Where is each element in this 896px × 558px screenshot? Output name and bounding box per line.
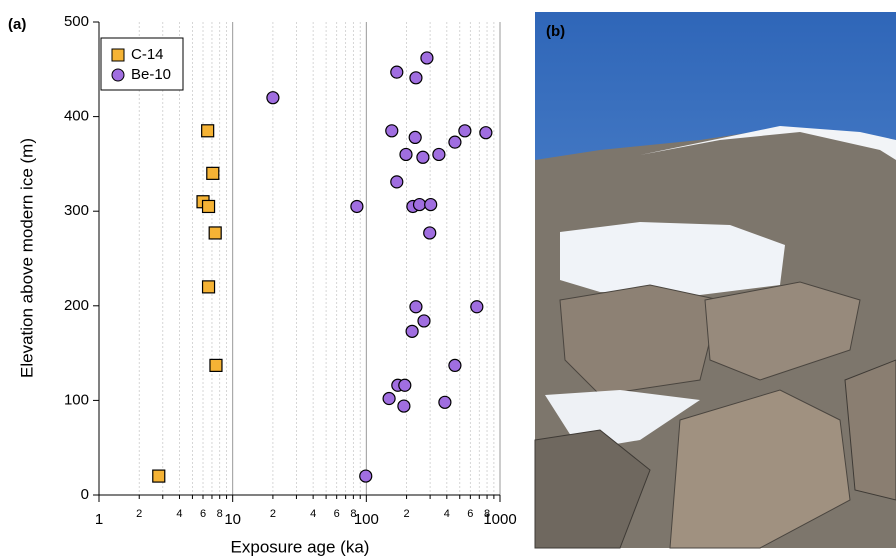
point: [409, 71, 423, 85]
point: [398, 378, 412, 392]
x-axis-label: Exposure age (ka): [231, 537, 370, 556]
x-tick-label: 2: [270, 508, 276, 520]
point: [448, 358, 462, 372]
y-tick-label: 200: [64, 297, 89, 314]
legend-swatch: [111, 68, 125, 82]
point: [390, 65, 404, 79]
point: [201, 199, 216, 214]
point: [420, 51, 434, 65]
legend-swatch: [111, 48, 125, 62]
y-tick-label: 100: [64, 391, 89, 408]
point: [152, 469, 166, 483]
point: [412, 197, 427, 212]
x-tick-label: 4: [176, 508, 182, 520]
y-tick-label: 500: [64, 13, 89, 30]
x-tick-label: 2: [404, 508, 410, 520]
photo-rock: [704, 281, 861, 381]
legend-label: C-14: [131, 46, 164, 63]
point: [438, 395, 452, 409]
x-tick-label: 1000: [483, 511, 516, 528]
y-tick-label: 0: [81, 486, 89, 503]
panel-label: (a): [8, 16, 26, 33]
point: [390, 175, 404, 189]
y-tick-label: 300: [64, 202, 89, 219]
point: [408, 130, 422, 145]
point: [201, 280, 216, 294]
point: [405, 324, 419, 338]
point: [479, 126, 493, 140]
point: [359, 469, 373, 483]
x-tick-label: 4: [310, 508, 316, 520]
y-tick-label: 400: [64, 108, 89, 125]
point: [201, 124, 215, 138]
x-tick-label: 10: [224, 511, 241, 528]
point: [397, 399, 411, 413]
x-tick-label: 6: [467, 508, 473, 520]
point: [416, 150, 430, 164]
x-tick-label: 8: [484, 508, 490, 520]
point: [350, 199, 364, 214]
legend-label: Be-10: [131, 66, 171, 83]
photo-snow: [640, 126, 896, 160]
point: [432, 147, 446, 162]
point: [206, 166, 220, 180]
x-tick-label: 8: [350, 508, 356, 520]
x-tick-label: 8: [217, 508, 223, 520]
photo-snow: [560, 222, 785, 295]
point: [208, 226, 222, 240]
point: [424, 197, 438, 212]
photo-rock: [559, 284, 721, 396]
legend-box: [100, 37, 184, 91]
x-tick-label: 6: [334, 508, 340, 520]
point: [266, 91, 280, 105]
point: [399, 147, 413, 162]
x-tick-label: 2: [136, 508, 142, 520]
point: [458, 124, 472, 138]
point: [382, 391, 396, 406]
photo-rock: [669, 389, 851, 549]
photo: (b): [534, 12, 896, 549]
panel-label: (b): [546, 23, 565, 40]
x-tick-label: 1: [95, 511, 103, 528]
photo-rock: [534, 429, 651, 549]
point: [417, 314, 431, 328]
point: [470, 300, 484, 314]
y-axis-label: Elevation above modern ice (m): [17, 138, 36, 378]
x-tick-label: 100: [354, 511, 379, 528]
x-tick-label: 4: [444, 508, 450, 520]
point: [409, 300, 423, 314]
point: [209, 358, 223, 372]
point: [448, 135, 462, 149]
x-tick-label: 6: [200, 508, 206, 520]
point: [423, 226, 437, 240]
photo-rock: [844, 359, 896, 501]
point: [385, 124, 399, 138]
